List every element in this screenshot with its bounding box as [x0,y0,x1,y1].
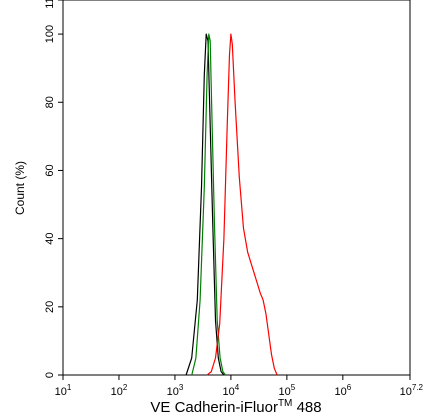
x-tick-label: 101 [55,383,72,398]
y-tick-label: 110 [44,0,56,9]
y-tick-label: 20 [44,301,56,313]
series-curves [185,33,278,376]
x-axis-title-suffix: 488 [292,399,321,416]
y-axis: 0 20 40 60 80 100 110 [44,0,63,378]
y-tick-label: 0 [44,372,56,378]
x-tick-label: 103 [167,383,184,398]
x-axis: 101 102 103 104 105 106 107.2 [55,375,424,398]
y-tick-label: 80 [44,96,56,108]
x-axis-title-main: VE Cadherin-iFluor [150,399,278,416]
plot-frame [62,0,411,376]
y-tick-label: 60 [44,164,56,176]
x-axis-title: VE Cadherin-iFluorTM 488 [150,398,321,416]
x-tick-label: 107.2 [400,383,424,398]
series-line-1 [185,33,225,376]
series-line-2 [191,33,226,376]
series-line-3 [206,33,278,376]
x-tick-label: 106 [334,383,351,398]
x-tick-label: 105 [279,383,296,398]
y-axis-title: Count (%) [13,161,27,215]
y-tick-label: 40 [44,233,56,245]
x-axis-title-superscript: TM [278,398,292,409]
x-tick-label: 102 [111,383,128,398]
x-tick-label: 104 [223,383,240,398]
y-tick-label: 100 [44,25,56,43]
